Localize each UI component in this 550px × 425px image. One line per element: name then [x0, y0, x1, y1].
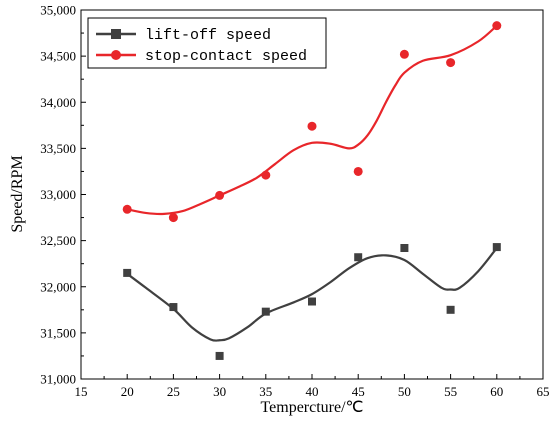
data-point-circle: [215, 190, 225, 200]
legend-label-stop-contact: stop-contact speed: [145, 48, 307, 65]
data-point-square: [215, 351, 224, 360]
x-axis: 15 20 25 30 35 40 45 50 55 60 65: [75, 374, 550, 399]
legend-marker-square: [111, 29, 121, 39]
data-point-circle: [261, 170, 271, 180]
data-point-circle: [353, 166, 363, 176]
y-tick-label-33500: 33,500: [40, 141, 76, 156]
x-tick-label-55: 55: [444, 384, 457, 399]
x-tick-label-40: 40: [306, 384, 319, 399]
data-point-square: [169, 303, 178, 312]
data-point-square: [492, 243, 501, 252]
x-tick-label-15: 15: [75, 384, 88, 399]
x-axis-title: Tempercture/℃: [260, 399, 363, 416]
y-tick-label-33000: 33,000: [40, 187, 76, 202]
fit-curve-circle: [126, 24, 498, 216]
data-point-circle: [492, 21, 502, 31]
y-tick-label-32000: 32,000: [40, 279, 76, 294]
y-tick-label-31000: 31,000: [40, 372, 76, 387]
legend: lift-off speed stop-contact speed: [87, 17, 327, 69]
x-tick-label-30: 30: [213, 384, 226, 399]
y-tick-label-31500: 31,500: [40, 325, 76, 340]
data-point-circle: [399, 49, 409, 59]
data-markers: [122, 21, 502, 360]
data-point-square: [261, 307, 270, 316]
data-point-square: [354, 253, 363, 262]
data-point-circle: [168, 213, 178, 223]
y-tick-label-35000: 35,000: [40, 3, 76, 18]
data-point-square: [123, 268, 132, 277]
data-point-circle: [307, 121, 317, 131]
data-point-square: [308, 297, 316, 306]
x-tick-label-50: 50: [398, 384, 411, 399]
y-tick-label-34000: 34,000: [40, 95, 76, 110]
legend-label-lift-off: lift-off speed: [145, 27, 271, 44]
y-axis-title: Speed/RPM: [9, 155, 26, 232]
x-tick-label-60: 60: [490, 384, 503, 399]
x-tick-label-35: 35: [259, 384, 272, 399]
x-tick-label-20: 20: [121, 384, 134, 399]
legend-marker-circle: [111, 50, 121, 60]
data-point-circle: [122, 204, 132, 214]
data-point-square: [446, 305, 455, 314]
y-axis: 31,000 31,500 32,000 32,500 33,000 33,500 34,0…: [40, 3, 86, 387]
fit-curve-square: [126, 247, 498, 342]
y-tick-label-32500: 32,500: [40, 233, 76, 248]
y-tick-label-34500: 34,500: [40, 49, 76, 64]
data-point-circle: [446, 58, 456, 68]
x-tick-label-65: 65: [537, 384, 550, 399]
x-tick-label-45: 45: [352, 384, 365, 399]
x-tick-label-25: 25: [167, 384, 180, 399]
fitted-curves: [126, 24, 498, 342]
legend-box: [87, 17, 327, 69]
data-point-square: [400, 244, 409, 253]
